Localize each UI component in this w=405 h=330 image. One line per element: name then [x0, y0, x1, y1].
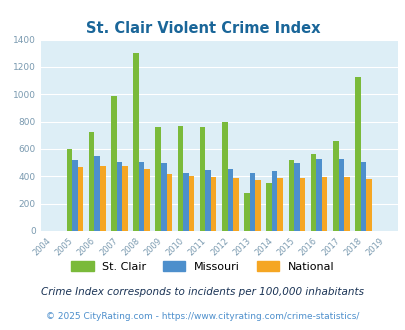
Bar: [94, 156, 100, 231]
Text: © 2025 CityRating.com - https://www.cityrating.com/crime-statistics/: © 2025 CityRating.com - https://www.city…: [46, 312, 359, 321]
Bar: [332, 142, 338, 231]
Bar: [255, 180, 260, 231]
Bar: [321, 177, 326, 231]
Bar: [144, 169, 149, 231]
Bar: [166, 174, 172, 231]
Bar: [89, 132, 94, 231]
Text: St. Clair Violent Crime Index: St. Clair Violent Crime Index: [85, 21, 320, 36]
Bar: [354, 77, 360, 231]
Bar: [266, 183, 271, 231]
Bar: [288, 160, 293, 231]
Bar: [211, 177, 216, 231]
Bar: [338, 158, 343, 231]
Bar: [116, 162, 122, 231]
Bar: [161, 163, 166, 231]
Text: Crime Index corresponds to incidents per 100,000 inhabitants: Crime Index corresponds to incidents per…: [41, 287, 364, 297]
Bar: [293, 163, 299, 231]
Bar: [66, 149, 72, 231]
Bar: [111, 96, 116, 231]
Bar: [277, 178, 282, 231]
Bar: [243, 193, 249, 231]
Bar: [199, 127, 205, 231]
Bar: [315, 158, 321, 231]
Bar: [78, 167, 83, 231]
Bar: [227, 170, 232, 231]
Bar: [232, 178, 238, 231]
Bar: [155, 127, 161, 231]
Bar: [177, 126, 183, 231]
Bar: [249, 173, 255, 231]
Bar: [343, 177, 349, 231]
Legend: St. Clair, Missouri, National: St. Clair, Missouri, National: [67, 256, 338, 276]
Bar: [299, 178, 305, 231]
Bar: [222, 122, 227, 231]
Bar: [365, 179, 371, 231]
Bar: [183, 173, 188, 231]
Bar: [360, 162, 365, 231]
Bar: [271, 171, 277, 231]
Bar: [205, 170, 211, 231]
Bar: [122, 166, 128, 231]
Bar: [72, 160, 78, 231]
Bar: [188, 176, 194, 231]
Bar: [139, 162, 144, 231]
Bar: [133, 52, 139, 231]
Bar: [100, 166, 105, 231]
Bar: [310, 154, 315, 231]
